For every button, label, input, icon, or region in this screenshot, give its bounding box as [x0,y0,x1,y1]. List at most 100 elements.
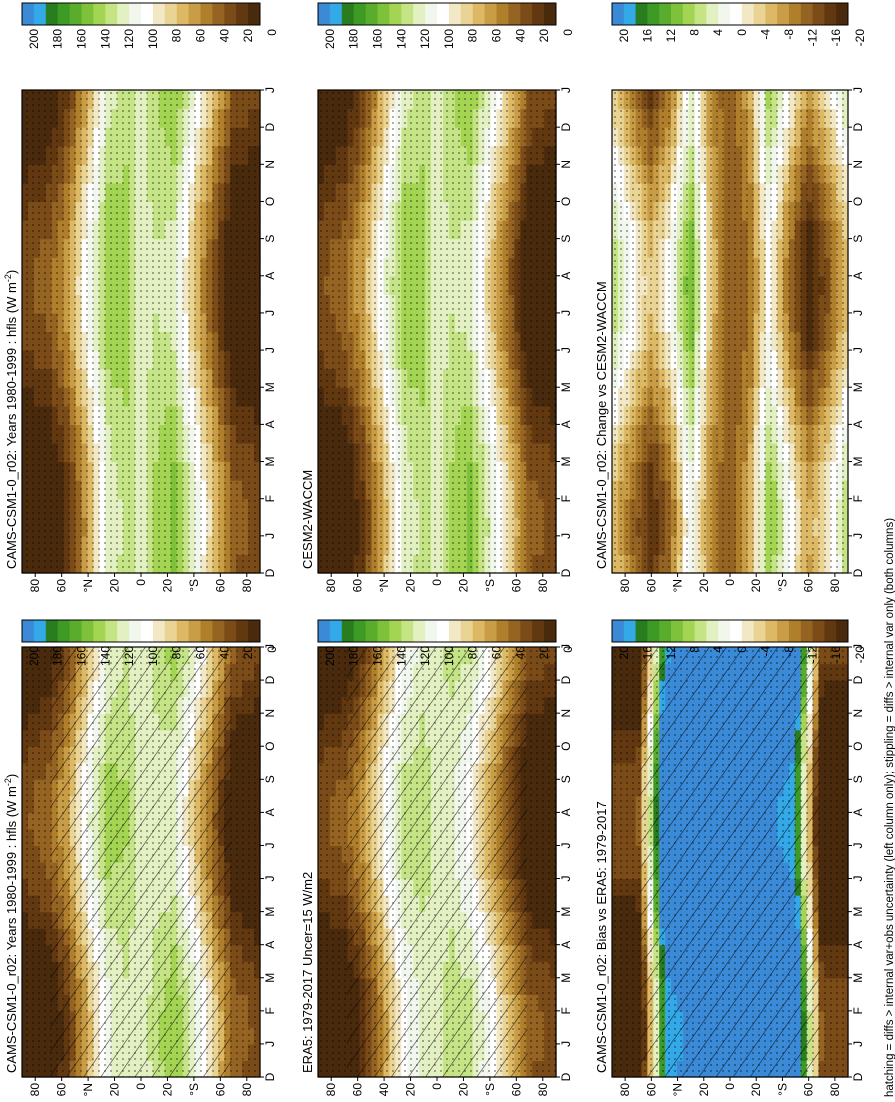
colorbar-swatch [176,620,190,642]
lat-tick-label: 80 [324,1083,338,1097]
colorbar-swatch [425,620,438,642]
colorbar-swatch [93,620,106,642]
colorbar-swatch [45,3,59,25]
colorbar-label: 100 [146,646,160,666]
colorbar-label: 80 [466,646,480,660]
colorbar-label: 20 [241,646,255,660]
month-tick-label: J [263,842,277,848]
month-tick-label: A [559,808,573,816]
colorbar-swatch [389,3,402,25]
colorbar-swatch [508,620,521,642]
colorbar-swatch [472,3,486,25]
colorbar-frame [317,619,557,643]
month-tick-label: N [559,709,573,718]
month-tick-label: M [263,973,277,983]
colorbar-swatch [472,620,486,642]
lat-tick-label: 80 [28,579,42,593]
title-end: ) [4,774,19,778]
month-tick-label: A [263,941,277,949]
colorbar-swatch [520,620,533,642]
colorbar-swatch [117,3,130,25]
colorbar-p1: 200 180 160 140 120 100 80 60 40 20 0 [21,619,279,666]
lat-tick-label: 20 [108,1083,122,1097]
colorbar-p2: 200 180 160 140 120 100 80 60 40 20 0 [21,2,279,49]
colorbar-swatch [248,3,261,25]
month-tick-label: J [559,876,573,882]
colorbar-label: 60 [194,29,208,43]
month-tick-label: M [559,382,573,392]
colorbar-swatch [117,620,130,642]
month-tick-label: A [263,420,277,428]
colorbar-label: 20 [537,646,551,660]
colorbar-swatch [520,3,533,25]
lat-tick-label: 0 [134,1083,148,1090]
colorbar-swatch [164,3,178,25]
month-tick-label: D [559,675,573,684]
colorbar-label: 140 [98,29,112,49]
colorbar-label: 20 [537,29,551,43]
month-tick-label: F [559,495,573,502]
stippling-overlay-p4 [318,90,556,573]
lat-tick-label: 80 [536,579,550,593]
lat-tick-label: 80 [240,579,254,593]
colorbar-label: 120 [122,29,136,49]
panel-title: CAMS-CSM1-0_r02: Years 1980-1999 : hfls … [3,774,19,1073]
colorbar-label: 120 [122,646,136,666]
lat-tick-label: 20 [456,579,470,593]
colorbar-label: 0 [265,29,279,36]
colorbar-swatch [460,3,474,25]
lat-tick-label: °S [187,579,201,592]
month-tick-label: D [559,1072,573,1081]
colorbar-swatch [152,620,166,642]
month-tick-label: D [559,568,573,577]
colorbar-label: 160 [75,29,89,49]
month-tick-label: D [263,568,277,577]
colorbar-swatch [81,620,94,642]
panel-title: ERA5: 1979-2017 Uncer=15 W/m2 [300,872,315,1073]
month-tick-label: D [263,122,277,131]
month-tick-label: A [559,272,573,280]
month-tick-label: J [263,87,277,93]
colorbar-label: 140 [394,29,408,49]
colorbar-swatch [425,3,438,25]
month-tick-label: J [263,876,277,882]
month-tick-label: J [263,644,277,650]
colorbar-label: 100 [442,29,456,49]
colorbar-label: 160 [75,646,89,666]
month-tick-label: M [559,973,573,983]
colorbar-swatch [22,3,35,25]
colorbar-swatch [164,620,178,642]
month-tick-label: J [559,347,573,353]
colorbar-swatch [105,3,118,25]
colorbar-swatch [176,3,190,25]
colorbar-swatch [484,3,497,25]
month-tick-label: J [559,1041,573,1047]
colorbar-swatch [377,3,390,25]
month-tick-label: M [263,382,277,392]
colorbar-label: 180 [51,646,65,666]
month-tick-label: S [559,775,573,783]
colorbar-swatch [484,620,497,642]
colorbar-swatch [365,3,378,25]
month-tick-label: O [263,197,277,206]
colorbar-p4: 200 180 160 140 120 100 80 60 40 20 0 [317,2,575,49]
colorbar-frame [317,2,557,26]
colorbar-swatch [377,620,390,642]
lat-tick-label: 80 [240,1083,254,1097]
colorbar-label: 60 [490,29,504,43]
colorbar-swatch [105,620,118,642]
month-tick-label: N [263,160,277,169]
month-tick-label: A [559,420,573,428]
lat-tick-label: 60 [351,1083,365,1097]
colorbar-swatch [224,3,237,25]
title-superscript: -2 [3,778,13,786]
colorbar-label: 180 [347,646,361,666]
lat-tick-label: 60 [213,1083,227,1097]
colorbar-swatch [212,620,225,642]
lat-tick-label: °S [483,1083,497,1096]
colorbar-swatch [236,3,249,25]
colorbar-label: 60 [194,646,208,660]
month-tick-label: S [263,235,277,243]
